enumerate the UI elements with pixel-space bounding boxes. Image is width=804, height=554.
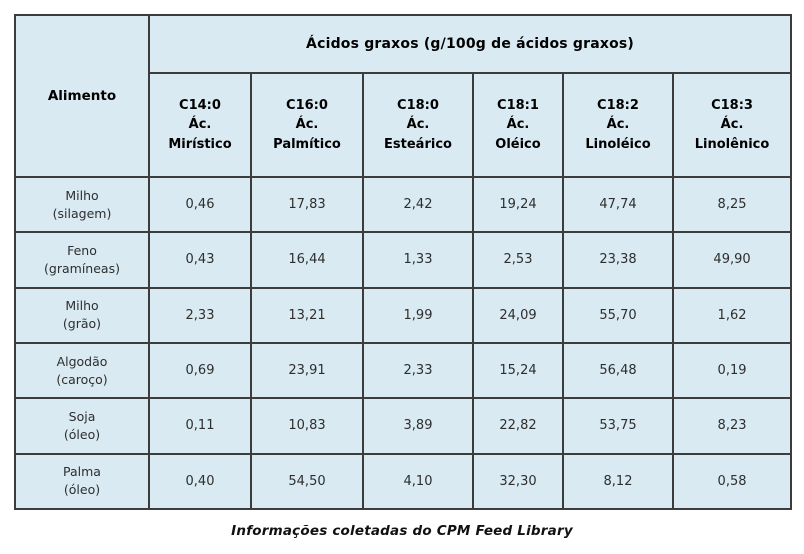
column-header-c18-3: C18:3 Ác. Linolênico [671,72,793,178]
acid-name: Mirístico [168,136,232,152]
column-code: C14:0 [179,97,221,113]
value-cell: 0,11 [148,397,252,455]
value-cell: 8,12 [562,452,674,511]
acid-prefix: Ác. [506,117,530,133]
value-cell: 17,83 [250,175,364,234]
food-detail: (óleo) [63,426,101,442]
acid-prefix: Ác. [295,117,319,133]
value-cell: 55,70 [562,286,674,344]
table-row-milho-grao: Milho (grão) 2,33 13,21 1,99 24,09 55,70… [14,286,793,344]
value-cell: 2,53 [472,231,564,289]
acid-name: Linoléico [585,136,651,152]
column-header-row: C14:0 Ác. Mirístico C16:0 Ác. Palmítico … [15,72,793,178]
food-detail: (caroço) [56,371,108,387]
column-header-c18-2: C18:2 Ác. Linoléico [562,72,674,178]
column-code: C18:2 [597,97,639,113]
value-cell: 0,69 [148,341,252,400]
group-header-row: Alimento Ácidos graxos (g/100g de ácidos… [14,14,793,178]
value-cell: 49,90 [671,231,793,289]
row-label: Milho (grão) [14,286,150,344]
row-label: Milho (silagem) [14,175,150,234]
value-cell: 2,33 [148,286,252,344]
value-cell: 19,24 [472,175,564,234]
table-caption: Informações coletadas do CPM Feed Librar… [231,523,573,539]
column-code: C18:3 [711,97,753,113]
acid-prefix: Ác. [188,117,212,133]
value-cell: 53,75 [562,397,674,455]
value-cell: 1,33 [362,231,474,289]
value-cell: 8,25 [671,175,793,234]
acid-name: Linolênico [694,136,770,152]
value-cell: 56,48 [562,341,674,400]
value-cell: 23,91 [250,341,364,400]
value-cell: 1,62 [671,286,793,344]
food-name: Algodão [56,353,108,369]
table-row-palma-oleo: Palma (óleo) 0,40 54,50 4,10 32,30 8,12 … [14,452,793,511]
value-cell: 15,24 [472,341,564,400]
row-label: Feno (gramíneas) [14,231,150,289]
value-cell: 10,83 [250,397,364,455]
row-label: Palma (óleo) [14,452,150,511]
food-detail: (óleo) [63,482,101,498]
value-cell: 0,40 [148,452,252,511]
table-row-milho-silagem: Milho (silagem) 0,46 17,83 2,42 19,24 47… [14,175,793,234]
acid-name: Palmítico [273,136,341,152]
value-cell: 1,99 [362,286,474,344]
acid-prefix: Ác. [606,117,630,133]
fatty-acids-table: Alimento Ácidos graxos (g/100g de ácidos… [14,14,793,511]
food-detail: (grão) [62,316,102,332]
value-cell: 22,82 [472,397,564,455]
column-code: C16:0 [286,97,328,113]
food-name: Soja [68,408,96,424]
column-code: C18:1 [497,97,539,113]
value-cell: 0,58 [671,452,793,511]
table-row-feno-gramineas: Feno (gramíneas) 0,43 16,44 1,33 2,53 23… [14,231,793,289]
value-cell: 3,89 [362,397,474,455]
value-cell: 47,74 [562,175,674,234]
value-cell: 0,19 [671,341,793,400]
column-code: C18:0 [397,97,439,113]
food-name: Milho [65,298,99,314]
acid-prefix: Ác. [406,117,430,133]
food-detail: (gramíneas) [44,260,120,276]
value-cell: 32,30 [472,452,564,511]
value-cell: 0,43 [148,231,252,289]
value-cell: 23,38 [562,231,674,289]
column-header-c18-0: C18:0 Ác. Esteárico [362,72,474,178]
value-cell: 0,46 [148,175,252,234]
table-row-soja-oleo: Soja (óleo) 0,11 10,83 3,89 22,82 53,75 … [14,397,793,455]
value-cell: 8,23 [671,397,793,455]
value-cell: 2,33 [362,341,474,400]
column-header-c16-0: C16:0 Ác. Palmítico [250,72,364,178]
food-detail: (silagem) [52,205,112,221]
column-header-c18-1: C18:1 Ác. Oléico [472,72,564,178]
group-header-acidos-graxos: Ácidos graxos (g/100g de ácidos graxos) [147,14,793,74]
corner-header-alimento: Alimento [14,14,150,178]
value-cell: 13,21 [250,286,364,344]
value-cell: 54,50 [250,452,364,511]
food-name: Milho [65,187,99,203]
row-label: Algodão (caroço) [14,341,150,400]
food-name: Feno [67,242,97,258]
acid-name: Oléico [495,136,541,152]
value-cell: 4,10 [362,452,474,511]
acid-prefix: Ác. [720,117,744,133]
table-row-algodao-caroco: Algodão (caroço) 0,69 23,91 2,33 15,24 5… [14,341,793,400]
value-cell: 24,09 [472,286,564,344]
food-name: Palma [63,464,101,480]
row-label: Soja (óleo) [14,397,150,455]
value-cell: 2,42 [362,175,474,234]
acid-name: Esteárico [384,136,452,152]
column-header-c14-0: C14:0 Ác. Mirístico [148,72,252,178]
value-cell: 16,44 [250,231,364,289]
